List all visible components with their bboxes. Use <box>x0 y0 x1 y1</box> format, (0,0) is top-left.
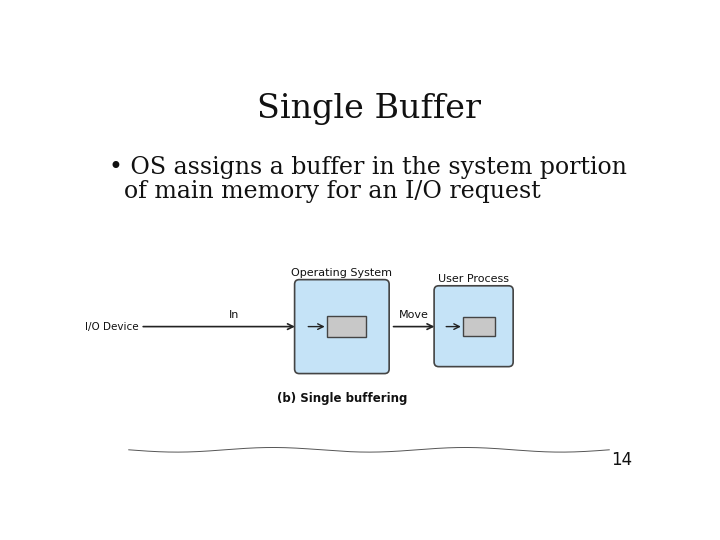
FancyBboxPatch shape <box>434 286 513 367</box>
Text: Single Buffer: Single Buffer <box>257 93 481 125</box>
Text: of main memory for an I/O request: of main memory for an I/O request <box>109 180 541 203</box>
Text: Operating System: Operating System <box>292 268 392 278</box>
Text: User Process: User Process <box>438 274 509 284</box>
Text: (b) Single buffering: (b) Single buffering <box>276 392 407 405</box>
FancyBboxPatch shape <box>294 280 389 374</box>
Text: I/O Device: I/O Device <box>85 322 139 332</box>
Text: 14: 14 <box>611 451 632 469</box>
FancyBboxPatch shape <box>327 316 366 338</box>
FancyBboxPatch shape <box>463 318 495 336</box>
Text: • OS assigns a buffer in the system portion: • OS assigns a buffer in the system port… <box>109 156 627 179</box>
Text: Move: Move <box>399 310 429 320</box>
Text: In: In <box>230 310 240 320</box>
